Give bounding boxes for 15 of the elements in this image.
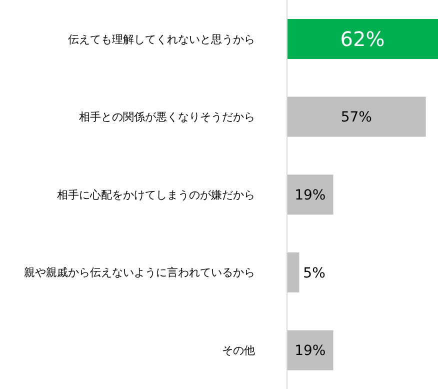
bar (287, 174, 334, 215)
y-tick-label: 相手との関係が悪くなりそうだから (79, 110, 255, 124)
bar (287, 330, 334, 370)
y-tick-label: その他 (222, 344, 255, 357)
y-tick-label: 相手に心配をかけてしまうのが嫌だから (57, 188, 255, 202)
y-tick-label: 親や親戚から伝えないように言われているから (24, 266, 255, 280)
data-label: 62% (340, 27, 385, 51)
data-label: 5% (303, 265, 326, 282)
bar (287, 19, 438, 59)
y-tick-label: 伝えても理解してくれないと思うから (68, 32, 255, 46)
bar (287, 252, 300, 292)
bar (287, 96, 426, 137)
data-label: 19% (294, 343, 326, 360)
data-label: 19% (294, 188, 326, 204)
data-label: 57% (340, 110, 372, 126)
